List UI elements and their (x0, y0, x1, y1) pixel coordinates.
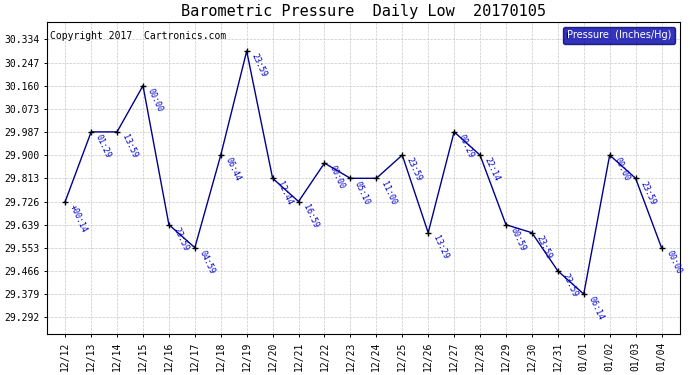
Text: 22:14: 22:14 (483, 156, 502, 183)
Text: 16:59: 16:59 (302, 203, 320, 229)
Text: 23:59: 23:59 (172, 226, 190, 253)
Text: 00:00: 00:00 (664, 249, 683, 276)
Text: 00:00: 00:00 (327, 165, 346, 191)
Text: Copyright 2017  Cartronics.com: Copyright 2017 Cartronics.com (50, 31, 226, 41)
Text: 06:14: 06:14 (586, 296, 605, 322)
Text: 06:44: 06:44 (224, 156, 242, 183)
Text: 00:00: 00:00 (146, 87, 164, 114)
Text: 23:59: 23:59 (638, 180, 657, 206)
Text: +00:14: +00:14 (68, 203, 89, 234)
Text: 23:59: 23:59 (405, 156, 424, 183)
Text: 12:44: 12:44 (275, 180, 294, 206)
Text: 23:59: 23:59 (560, 272, 580, 299)
Text: 04:59: 04:59 (197, 249, 217, 276)
Text: 00:59: 00:59 (509, 226, 527, 253)
Title: Barometric Pressure  Daily Low  20170105: Barometric Pressure Daily Low 20170105 (181, 4, 546, 19)
Text: 01:29: 01:29 (94, 133, 112, 160)
Text: 13:29: 13:29 (431, 234, 450, 261)
Text: 11:00: 11:00 (379, 180, 398, 206)
Text: 00:29: 00:29 (457, 133, 475, 160)
Text: 23:59: 23:59 (250, 53, 268, 79)
Text: 00:00: 00:00 (613, 156, 631, 183)
Text: 05:10: 05:10 (353, 180, 372, 206)
Legend: Pressure  (Inches/Hg): Pressure (Inches/Hg) (562, 27, 675, 44)
Text: 23:59: 23:59 (535, 234, 553, 261)
Text: 13:59: 13:59 (120, 133, 139, 160)
